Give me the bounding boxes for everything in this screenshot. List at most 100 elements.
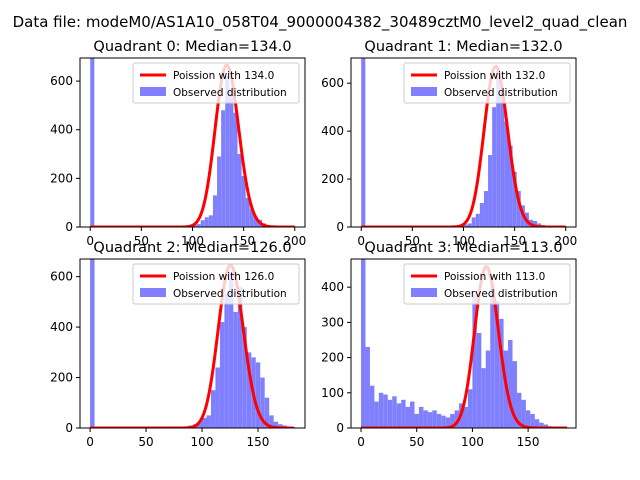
- histogram-bar: [463, 406, 468, 428]
- legend-box: [403, 62, 571, 104]
- histogram-bar: [475, 213, 480, 227]
- histogram-bar: [463, 224, 468, 227]
- legend-patch-swatch: [411, 288, 437, 297]
- legend-box: [403, 263, 571, 305]
- histogram-bar: [454, 410, 460, 428]
- histogram-bar: [496, 71, 501, 227]
- histogram-bar: [273, 421, 279, 428]
- legend: Poission with 113.0 Observed distribution: [403, 263, 571, 305]
- plot-area: [360, 58, 570, 227]
- legend-box: [132, 62, 300, 104]
- legend-label-observed: Observed distribution: [444, 87, 558, 99]
- histogram-bar: [450, 413, 455, 428]
- histogram-bar: [441, 415, 446, 428]
- y-tick-label: 200: [50, 171, 73, 185]
- x-tick-label: 150: [503, 234, 526, 248]
- x-tick-label: 100: [191, 435, 214, 449]
- y-tick-label: 200: [321, 351, 344, 365]
- legend: Poission with 132.0 Observed distribution: [403, 62, 571, 104]
- histogram-bar: [269, 415, 274, 428]
- histogram-bar: [500, 92, 505, 227]
- histogram-bar: [206, 415, 211, 428]
- histogram-bar: [494, 301, 500, 428]
- histogram-bar: [418, 406, 424, 428]
- histogram-bar: [396, 403, 402, 428]
- x-tick-label: 50: [409, 435, 424, 449]
- histogram-bar: [516, 392, 522, 428]
- histogram-bar: [467, 223, 472, 227]
- subplot-title: Quadrant 2: Median=126.0: [93, 240, 291, 256]
- histogram-bar: [242, 327, 247, 428]
- legend-label-poisson: Poission with 113.0: [444, 271, 545, 283]
- poisson-curve: [89, 63, 296, 227]
- subplot-title: Quadrant 3: Median=113.0: [364, 240, 562, 256]
- histogram-bar: [414, 413, 419, 428]
- histogram-bar: [204, 217, 209, 227]
- x-tick-label: 200: [283, 234, 306, 248]
- y-tick-label: 600: [50, 74, 73, 88]
- histogram-bar: [225, 76, 230, 227]
- x-tick-label: 100: [452, 234, 475, 248]
- histogram-bar: [237, 154, 242, 227]
- legend-label-poisson: Poission with 126.0: [173, 271, 274, 283]
- legend-label-observed: Observed distribution: [444, 288, 558, 300]
- histogram-bar: [479, 203, 484, 227]
- legend: Poission with 126.0 Observed distribution: [132, 263, 300, 305]
- histogram-bar: [249, 208, 254, 227]
- histogram-bar: [504, 121, 509, 227]
- histogram-bar: [246, 352, 252, 428]
- histogram-bar: [361, 58, 366, 227]
- histogram-bar: [472, 294, 477, 428]
- y-tick-label: 0: [65, 220, 73, 234]
- y-tick-label: 100: [321, 386, 344, 400]
- histogram-bar: [481, 368, 486, 428]
- histogram-bar: [485, 350, 491, 428]
- histogram-bar: [512, 171, 517, 227]
- subplot-0: Quadrant 0: Median=134.0 0 50 100 150 200 0 200…: [50, 39, 306, 248]
- histogram-bar: [221, 110, 226, 227]
- y-tick-label: 300: [321, 315, 344, 329]
- legend-patch-swatch: [140, 288, 166, 297]
- x-tick-label: 100: [461, 435, 484, 449]
- histogram-bar: [512, 361, 517, 428]
- histogram-bar: [490, 283, 495, 428]
- histogram-bar: [233, 112, 238, 227]
- histogram-bar: [445, 417, 451, 428]
- histogram-bar: [488, 155, 493, 227]
- x-tick-label: 150: [232, 234, 255, 248]
- histogram-bar: [543, 424, 549, 428]
- x-tick-label: 150: [517, 435, 540, 449]
- legend-label-poisson: Poission with 134.0: [173, 70, 274, 82]
- y-tick-label: 400: [50, 123, 73, 137]
- histogram-bar: [533, 221, 538, 227]
- axes-frame: [79, 258, 306, 429]
- histogram-bar: [432, 410, 437, 428]
- histogram-bar: [374, 401, 379, 428]
- histogram-bar: [410, 401, 415, 428]
- histogram-bar: [90, 259, 95, 428]
- plot-area: [89, 58, 299, 227]
- histogram-bar: [499, 318, 504, 428]
- histogram-bar: [365, 347, 370, 428]
- histogram-bar: [90, 58, 95, 227]
- histogram-bar: [219, 322, 225, 428]
- subplot-title: Quadrant 0: Median=134.0: [93, 39, 291, 55]
- histogram-bar: [212, 195, 218, 227]
- subplot-3: Quadrant 3: Median=113.0 0 50 100 150 0 100 200…: [321, 240, 577, 449]
- histogram-bar: [516, 191, 521, 227]
- subplot-2: Quadrant 2: Median=126.0 0 50 100 150 0 200 400…: [50, 240, 306, 449]
- x-tick-label: 50: [405, 234, 420, 248]
- histogram-bar: [260, 377, 265, 428]
- x-tick-label: 0: [86, 234, 94, 248]
- histogram-bar: [387, 399, 393, 428]
- histogram-bar: [224, 294, 229, 428]
- histogram-bar: [241, 175, 246, 227]
- histogram-bar: [200, 220, 205, 227]
- histogram-bar: [508, 339, 513, 428]
- legend: Poission with 134.0 Observed distribution: [132, 62, 300, 104]
- y-tick-label: 200: [321, 172, 344, 186]
- histogram-bar: [476, 332, 482, 428]
- histogram-bar: [383, 394, 388, 428]
- histogram-bar: [197, 421, 203, 428]
- histogram-bar: [237, 286, 243, 428]
